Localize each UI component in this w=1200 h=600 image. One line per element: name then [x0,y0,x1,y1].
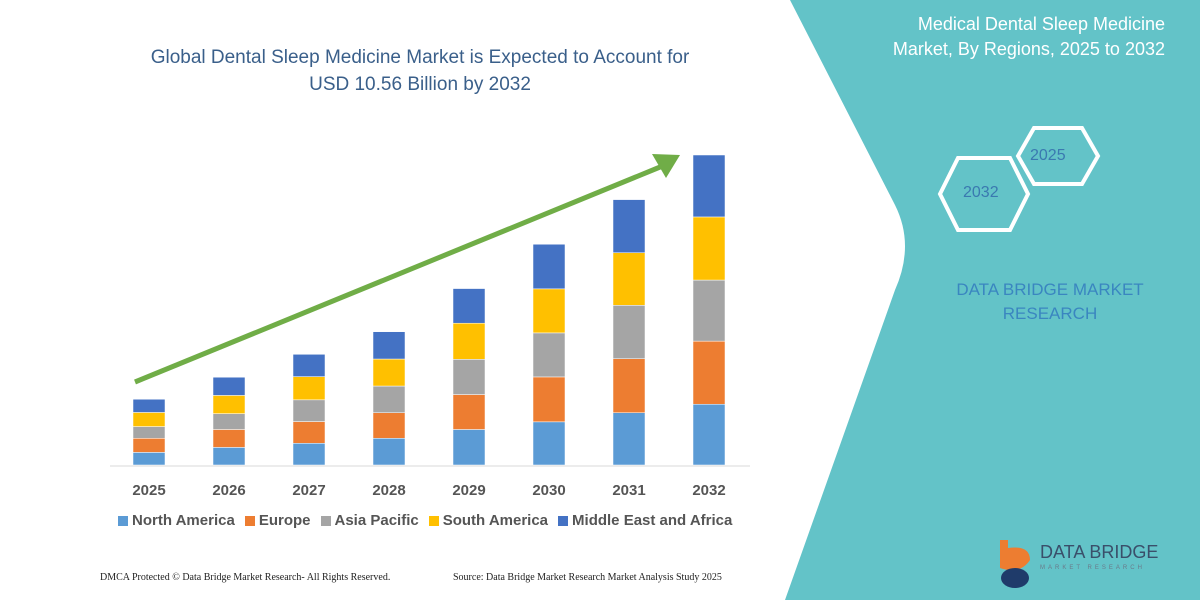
bar-segment-2030-north-america [532,421,566,466]
bar-segment-2028-middle-east-and-africa [372,331,406,360]
legend-swatch [558,515,569,526]
bar-segment-2029-middle-east-and-africa [452,288,486,324]
brand-line2: RESEARCH [1002,304,1098,323]
x-tick-label: 2029 [452,482,485,499]
bar-segment-2027-europe [292,421,326,444]
logo-icon [1000,540,1030,588]
bar-segment-2027-south-america [292,376,326,401]
footer-source: Source: Data Bridge Market Research Mark… [453,572,722,583]
title-line2: USD 10.56 Billion by 2032 [309,74,531,95]
bar-segment-2030-europe [532,376,566,423]
x-tick-label: 2030 [532,482,565,499]
bar-segment-2031-middle-east-and-africa [612,199,646,254]
bar-segment-2026-south-america [212,395,246,414]
bar-segment-2030-middle-east-and-africa [532,243,566,290]
bar-segment-2028-asia-pacific [372,385,406,413]
bar-segment-2026-north-america [212,447,246,466]
hex-2025 [1015,126,1101,186]
bar-segment-2030-asia-pacific [532,332,566,378]
logo-subtitle: MARKET RESEARCH [1040,565,1145,571]
stacked-bar-chart: 2025 2026 2027 2028 2029 2030 2031 2032 [110,154,750,499]
legend-item: Asia Pacific [320,512,419,529]
hex-2032 [937,156,1031,232]
bar-segment-2025-north-america [132,452,166,466]
legend-item: Middle East and Africa [558,512,732,529]
bar-segment-2031-north-america [612,412,646,466]
side-title-line1: Medical Dental Sleep Medicine [917,14,1165,34]
bar-segment-2026-asia-pacific [212,413,246,430]
bar-segment-2029-europe [452,394,486,430]
legend-swatch [320,515,331,526]
bar-segment-2032-asia-pacific [692,279,726,342]
x-tick-label: 2027 [292,482,325,499]
x-tick-label: 2026 [212,482,245,499]
bar-segment-2026-middle-east-and-africa [212,376,246,396]
x-tick-label: 2028 [372,482,405,499]
bar-segment-2025-europe [132,438,166,453]
legend-label: Asia Pacific [334,512,419,529]
bar-segment-2028-south-america [372,358,406,387]
bar-segment-2030-south-america [532,288,566,334]
legend-label: North America [132,512,235,529]
bar-segment-2027-asia-pacific [292,399,326,422]
bar-segment-2029-north-america [452,429,486,466]
bar-segment-2026-europe [212,429,246,448]
bar-segment-2032-south-america [692,216,726,281]
x-tick-label: 2031 [612,482,645,499]
x-tick-label: 2032 [692,482,725,499]
bar-segment-2027-middle-east-and-africa [292,354,326,377]
side-title: Medical Dental Sleep Medicine Market, By… [830,12,1165,62]
bar-segment-2031-asia-pacific [612,305,646,359]
bar-segment-2031-europe [612,358,646,413]
chart-legend: North America Europe Asia Pacific South Ame… [118,512,732,529]
legend-item: North America [118,512,235,529]
bar-segment-2032-middle-east-and-africa [692,154,726,218]
bar-segment-2029-asia-pacific [452,359,486,395]
bar-segment-2025-asia-pacific [132,426,166,439]
bar-segment-2028-europe [372,412,406,439]
legend-item: Europe [244,512,311,529]
bar-segment-2032-europe [692,340,726,405]
bar-segment-2028-north-america [372,438,406,466]
bar-segment-2025-south-america [132,412,166,427]
bar-segment-2025-middle-east-and-africa [132,398,166,413]
legend-label: South America [442,512,549,529]
bar-segment-2029-south-america [452,322,486,360]
hex-label-2032: 2032 [963,184,999,201]
trend-arrow-head [652,154,680,178]
x-tick-label: 2025 [132,482,165,499]
legend-swatch [428,515,439,526]
legend-swatch [244,515,255,526]
trend-arrow [134,162,666,385]
legend-item: South America [428,512,549,529]
brand-text: DATA BRIDGE MARKET RESEARCH [930,278,1170,326]
chart-title: Global Dental Sleep Medicine Market is E… [110,44,730,98]
legend-label: Middle East and Africa [572,512,733,529]
footer-copyright: DMCA Protected © Data Bridge Market Rese… [100,572,391,583]
side-title-line2: Market, By Regions, 2025 to 2032 [892,39,1165,59]
bar-segment-2027-north-america [292,443,326,466]
title-line1: Global Dental Sleep Medicine Market is E… [150,47,690,68]
logo-name: DATA BRIDGE [1040,542,1159,562]
bar-segment-2032-north-america [692,403,726,466]
legend-swatch [118,515,128,526]
legend-label: Europe [258,512,311,529]
brand-line1: DATA BRIDGE MARKET [956,280,1144,299]
hex-label-2025: 2025 [1030,147,1066,164]
bar-segment-2031-south-america [612,252,646,306]
